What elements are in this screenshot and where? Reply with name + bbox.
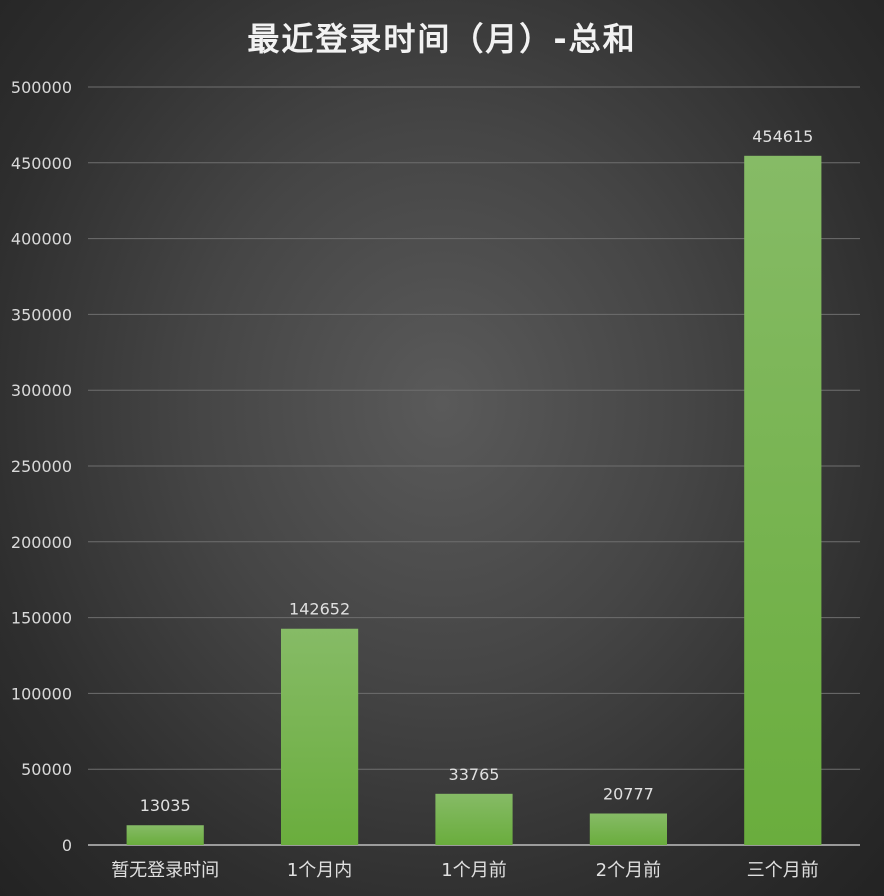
x-axis: 暂无登录时间 1个月内 1个月前 2个月前 三个月前 — [111, 860, 819, 881]
data-label: 13035 — [140, 796, 191, 815]
x-tick-label: 2个月前 — [596, 860, 661, 881]
y-tick-label: 400000 — [11, 230, 72, 249]
data-labels: 13035 142652 33765 20777 454615 — [140, 127, 814, 815]
y-tick-label: 0 — [62, 836, 72, 855]
y-tick-label: 100000 — [11, 684, 72, 703]
y-tick-label: 500000 — [11, 78, 72, 97]
bar — [589, 813, 667, 845]
y-tick-label: 200000 — [11, 533, 72, 552]
bar — [126, 825, 204, 845]
bar — [744, 155, 822, 846]
data-label: 454615 — [752, 127, 813, 146]
gridlines — [88, 86, 860, 846]
x-tick-label: 暂无登录时间 — [111, 860, 219, 881]
bar — [281, 628, 359, 845]
bars — [126, 155, 822, 846]
y-tick-label: 300000 — [11, 381, 72, 400]
bar — [435, 793, 513, 845]
y-tick-label: 150000 — [11, 609, 72, 628]
x-tick-label: 1个月前 — [441, 860, 506, 881]
data-label: 20777 — [603, 785, 654, 804]
y-tick-label: 250000 — [11, 457, 72, 476]
data-label: 33765 — [449, 765, 500, 784]
x-tick-label: 三个月前 — [747, 860, 819, 881]
x-tick-label: 1个月内 — [287, 860, 352, 881]
chart-title: 最近登录时间（月）-总和 — [247, 20, 637, 58]
y-tick-label: 50000 — [21, 760, 72, 779]
y-tick-label: 450000 — [11, 154, 72, 173]
y-axis: 0 50000 100000 150000 200000 250000 300000 3500… — [11, 78, 72, 855]
y-tick-label: 350000 — [11, 305, 72, 324]
data-label: 142652 — [289, 600, 350, 619]
